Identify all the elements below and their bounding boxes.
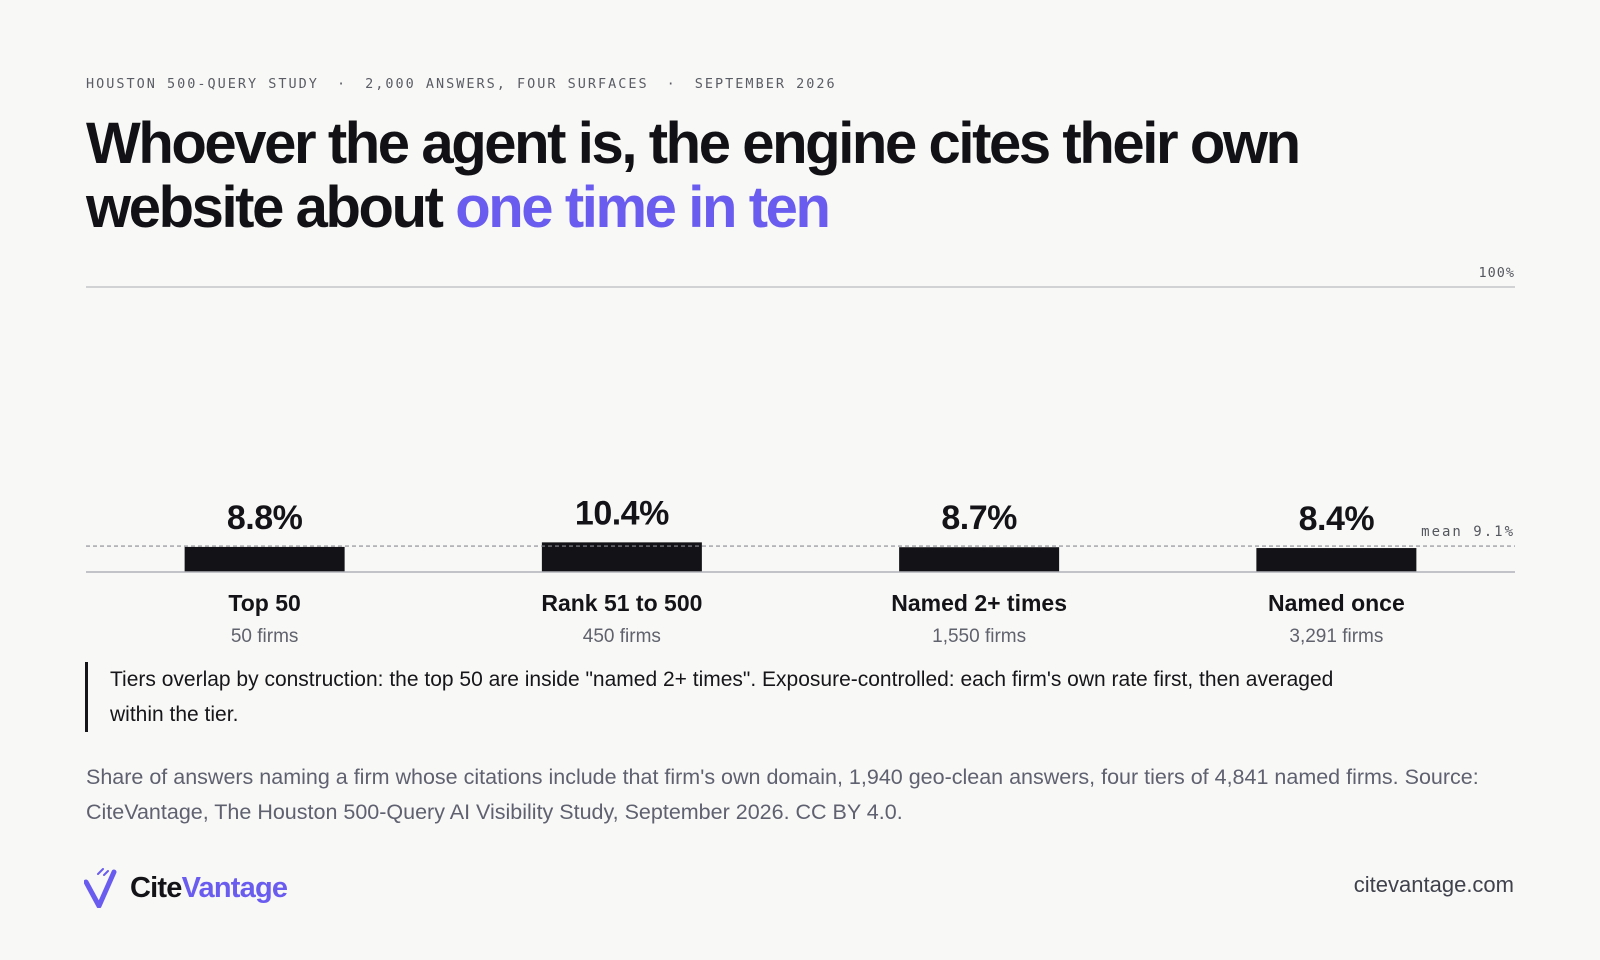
top-axis-label: 100% — [1478, 265, 1515, 281]
value-label: 8.7% — [941, 499, 1017, 537]
bar — [1256, 548, 1417, 572]
methodology-note: Tiers overlap by construction: the top 5… — [85, 662, 1360, 732]
bars-group — [184, 542, 1417, 572]
category-sublabel: 50 firms — [231, 626, 299, 647]
category-label: Named 2+ times — [891, 590, 1067, 616]
kicker-study: HOUSTON 500-QUERY STUDY — [86, 76, 319, 92]
checkmark-logo-icon — [84, 868, 117, 908]
kicker: HOUSTON 500-QUERY STUDY · 2,000 ANSWERS, F… — [86, 76, 837, 92]
category-label: Rank 51 to 500 — [541, 590, 702, 616]
headline-main: Whoever the agent is, the engine cites t… — [86, 111, 1301, 240]
category-sublabel: 450 firms — [583, 626, 661, 647]
kicker-date: SEPTEMBER 2026 — [694, 76, 837, 92]
headline-accent: one time in ten — [455, 175, 831, 240]
mean-label: mean 9.1% — [1421, 524, 1515, 540]
headline: Whoever the agent is, the engine cites t… — [86, 112, 1506, 240]
category-sublabel: 3,291 firms — [1289, 626, 1383, 647]
category-label: Named once — [1268, 590, 1405, 616]
category-label: Top 50 — [228, 590, 300, 616]
brand-vantage: Vantage — [181, 871, 288, 904]
bar — [541, 542, 702, 572]
value-label: 8.4% — [1299, 500, 1375, 538]
source-caption: Share of answers naming a firm whose cit… — [86, 765, 1479, 824]
kicker-separator: · — [336, 76, 348, 92]
kicker-answers: 2,000 ANSWERS, FOUR SURFACES — [365, 76, 649, 92]
bar — [899, 547, 1060, 572]
value-label: 10.4% — [575, 494, 669, 532]
labels-group: 8.8% Top 50 50 firms 10.4% Rank 51 to 500 450… — [227, 494, 1405, 647]
value-label: 8.8% — [227, 499, 303, 537]
bar — [184, 546, 345, 572]
bar-chart: 100% mean 9.1% 8.8% Top 50 50 firms 10.4% Ra… — [86, 265, 1515, 647]
site-url[interactable]: citevantage.com — [1353, 872, 1514, 897]
brand-cite: Cite — [130, 871, 182, 904]
brand-logo: CiteVantage — [84, 868, 288, 908]
category-sublabel: 1,550 firms — [932, 626, 1026, 647]
brand-wordmark: CiteVantage — [130, 871, 288, 905]
kicker-separator: · — [666, 76, 677, 92]
